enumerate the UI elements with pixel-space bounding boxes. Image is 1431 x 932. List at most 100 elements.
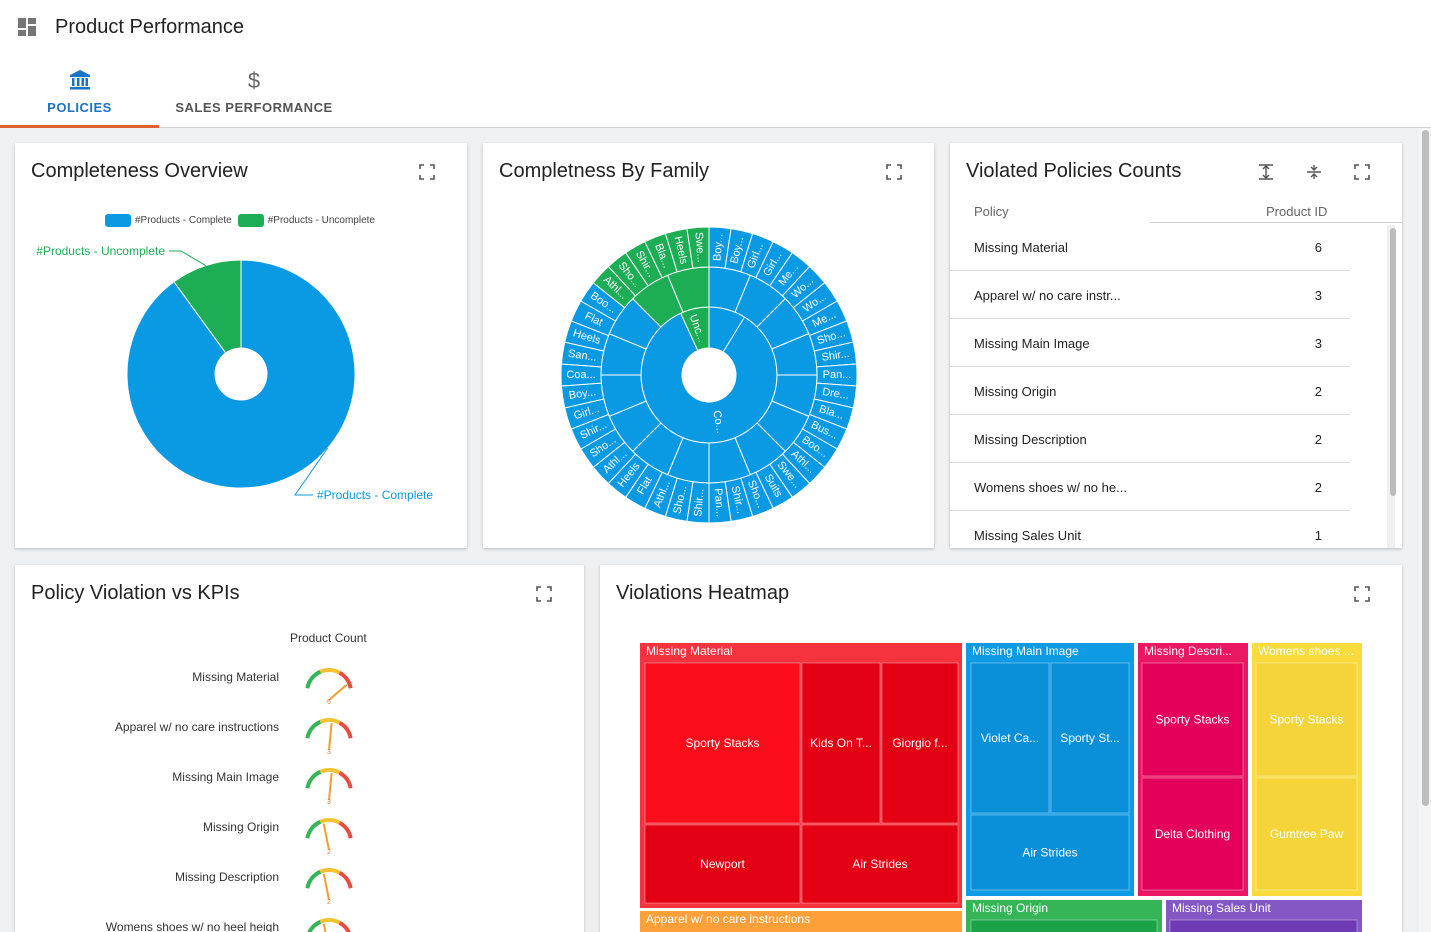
sunburst-outer-label: Boy... <box>729 236 747 265</box>
completeness-by-family-title: Completness By Family <box>499 160 710 182</box>
kpi-label: Missing Origin <box>202 820 279 834</box>
pie-slice-complete[interactable] <box>126 259 356 489</box>
table-row[interactable]: Missing Sales Unit 1 <box>950 511 1350 548</box>
treemap-group-label: Missing Main Image <box>972 644 1079 658</box>
treemap-cell[interactable] <box>1141 777 1244 891</box>
kpi-label: Apparel w/ no care instructions <box>114 720 279 734</box>
kpi-label: Missing Material <box>192 670 279 684</box>
treemap-cell[interactable] <box>1255 662 1358 777</box>
expand-icon[interactable] <box>1354 586 1370 602</box>
top-bar: Product Performance POLICIES $ SALES PER… <box>0 0 1431 128</box>
legend-label-uncomplete: #Products - Uncomplete <box>267 215 375 226</box>
product-count-cell: 3 <box>1314 336 1322 351</box>
treemap-cell[interactable] <box>881 662 959 824</box>
treemap-cell-label: Kids On T... <box>810 736 872 750</box>
treemap-cell[interactable] <box>801 662 881 824</box>
completeness-overview-title: Completeness Overview <box>31 160 248 182</box>
sunburst-outer-label: Pan... <box>823 369 852 381</box>
dashboard-icon <box>18 18 36 36</box>
violated-policies-card: Violated Policies Counts Policy Product … <box>950 143 1402 548</box>
completeness-overview-card: Completeness Overview #Products - Comple… <box>15 143 467 548</box>
sunburst-outer-slice[interactable] <box>686 226 710 269</box>
treemap-cell[interactable] <box>1141 662 1244 777</box>
table-row[interactable]: Apparel w/ no care instr... 3 <box>950 271 1350 319</box>
column-header-product-id[interactable]: Product ID <box>1266 204 1328 219</box>
policy-name-cell: Missing Sales Unit <box>974 528 1081 543</box>
sunburst-outer-label: Dre... <box>821 386 849 402</box>
pie-label-uncomplete: #Products - Uncomplete <box>36 244 165 258</box>
product-count-cell: 6 <box>1314 240 1322 255</box>
treemap-cell[interactable] <box>644 824 801 904</box>
header-divider <box>1150 222 1402 223</box>
treemap-group-label: Missing Descri... <box>1144 644 1232 658</box>
completeness-pie-chart: #Products - Complete #Products - Uncomple… <box>36 244 433 502</box>
table-row[interactable]: Missing Origin 2 <box>950 367 1350 415</box>
column-header-policy[interactable]: Policy <box>974 204 1009 219</box>
page-scrollbar-thumb[interactable] <box>1422 130 1429 806</box>
kpi-row: Missing Main Image 3 <box>15 765 575 815</box>
expand-icon[interactable] <box>536 586 552 602</box>
table-row[interactable]: Missing Material 6 <box>950 223 1350 271</box>
sunburst-outer-label: Boy... <box>711 233 725 261</box>
product-count-cell: 3 <box>1314 288 1322 303</box>
policy-violation-kpis-card: Policy Violation vs KPIs Product Count M… <box>15 565 584 932</box>
treemap-cell-label: Giorgio f... <box>892 736 947 750</box>
product-count-cell: 2 <box>1314 384 1322 399</box>
treemap-cell[interactable] <box>1255 777 1358 891</box>
gauge-icon <box>307 918 351 932</box>
pie-label-complete: #Products - Complete <box>317 488 433 502</box>
bank-icon <box>69 70 90 90</box>
tab-policies[interactable]: POLICIES <box>0 62 159 128</box>
kpi-row: Missing Origin 2 <box>15 815 575 865</box>
treemap-cell[interactable] <box>970 662 1050 814</box>
svg-text:3: 3 <box>327 749 331 755</box>
table-row[interactable]: Womens shoes w/ no he... 2 <box>950 463 1350 511</box>
svg-text:6: 6 <box>327 699 331 705</box>
legend-label-complete: #Products - Complete <box>135 215 232 226</box>
treemap-cell-label: Air Strides <box>852 857 907 871</box>
treemap-cell-label: Delta Clothing <box>1155 827 1230 841</box>
treemap-cell-label: Violet Ca... <box>981 731 1039 745</box>
treemap-cell[interactable] <box>801 824 959 904</box>
product-count-cell: 2 <box>1314 432 1322 447</box>
table-scrollbar-thumb[interactable] <box>1390 228 1396 496</box>
tab-sales-performance[interactable]: $ SALES PERFORMANCE <box>160 62 348 127</box>
treemap-cell[interactable] <box>970 919 1158 932</box>
svg-text:2: 2 <box>327 899 331 905</box>
expand-icon[interactable] <box>419 164 435 180</box>
treemap-group-label: Missing Origin <box>972 901 1048 915</box>
table-row[interactable]: Missing Main Image 3 <box>950 319 1350 367</box>
gauge-icon: 3 <box>305 718 353 755</box>
pie-slice-uncomplete[interactable] <box>173 259 242 354</box>
leader-line-uncomplete <box>169 250 207 267</box>
table-row[interactable]: Missing Description 2 <box>950 415 1350 463</box>
policy-name-cell: Missing Description <box>974 432 1087 447</box>
sunburst-outer-label: Boy... <box>568 386 597 402</box>
kpi-row: Womens shoes w/ no heel heigh <box>15 915 575 932</box>
gauge-icon: 6 <box>305 668 353 705</box>
expand-rows-icon[interactable] <box>1258 164 1274 180</box>
chart-legend: #Products - Complete #Products - Uncompl… <box>105 214 381 227</box>
treemap-cell[interactable] <box>644 662 801 824</box>
violations-heatmap-card: Violations Heatmap Missing Material Sport… <box>600 565 1402 932</box>
tab-sales-label: SALES PERFORMANCE <box>175 100 333 115</box>
treemap-cell[interactable] <box>1169 919 1358 932</box>
expand-icon[interactable] <box>1354 164 1370 180</box>
treemap-group[interactable] <box>640 911 962 932</box>
treemap-cell[interactable] <box>1050 662 1130 814</box>
sunburst-chart: Boy... Boy... Girl...Girl...Me...Wo...Wo..… <box>560 226 858 524</box>
treemap-group-label: Missing Sales Unit <box>1172 901 1271 915</box>
treemap-cell-label: Gumtree Paw <box>1270 827 1344 841</box>
expand-icon[interactable] <box>886 164 902 180</box>
collapse-rows-icon[interactable] <box>1306 164 1322 180</box>
dollar-icon: $ <box>248 68 260 92</box>
kpi-label: Missing Main Image <box>172 770 279 784</box>
sunburst-outer-label: Shir... <box>821 348 851 364</box>
treemap-cell[interactable] <box>970 814 1130 891</box>
legend-item-uncomplete[interactable]: #Products - Uncomplete <box>237 214 375 227</box>
legend-item-complete[interactable]: #Products - Complete <box>105 214 232 227</box>
treemap-cell-label: Sporty Stacks <box>1155 713 1229 727</box>
product-count-cell: 2 <box>1314 480 1322 495</box>
kpi-label: Missing Description <box>174 870 279 884</box>
sunburst-outer-label: Coa... <box>566 369 595 381</box>
